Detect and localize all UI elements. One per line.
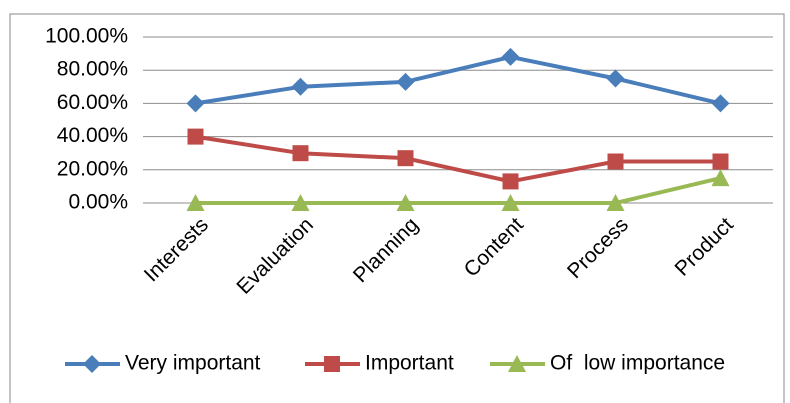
chart-frame — [9, 13, 785, 403]
marker — [291, 77, 310, 96]
series-line — [195, 176, 721, 205]
legend-label: Very important — [125, 352, 261, 375]
series-line — [195, 54, 721, 106]
marker — [396, 72, 415, 91]
marker — [186, 194, 205, 211]
legend-label: Of low importance — [550, 352, 725, 375]
marker — [501, 194, 520, 211]
marker — [606, 69, 625, 88]
marker — [83, 355, 101, 373]
y-tick-label: 60.00% — [57, 91, 128, 114]
series-line — [195, 134, 721, 184]
marker — [187, 128, 204, 145]
marker — [396, 194, 415, 211]
marker — [291, 194, 310, 211]
marker — [324, 356, 340, 372]
marker — [502, 173, 519, 190]
y-tick-label: 100.00% — [45, 25, 128, 48]
y-tick-label: 40.00% — [57, 124, 128, 147]
legend-label: Important — [365, 352, 454, 375]
marker — [292, 145, 309, 162]
y-tick-label: 80.00% — [57, 58, 128, 81]
marker — [508, 355, 526, 372]
marker — [501, 47, 520, 66]
marker — [606, 194, 625, 211]
marker — [711, 94, 730, 113]
marker — [397, 150, 414, 167]
marker — [186, 94, 205, 113]
marker — [711, 169, 730, 187]
y-tick-label: 20.00% — [57, 157, 128, 180]
marker — [712, 153, 729, 170]
y-tick-label: 0.00% — [68, 191, 128, 214]
marker — [607, 153, 624, 170]
